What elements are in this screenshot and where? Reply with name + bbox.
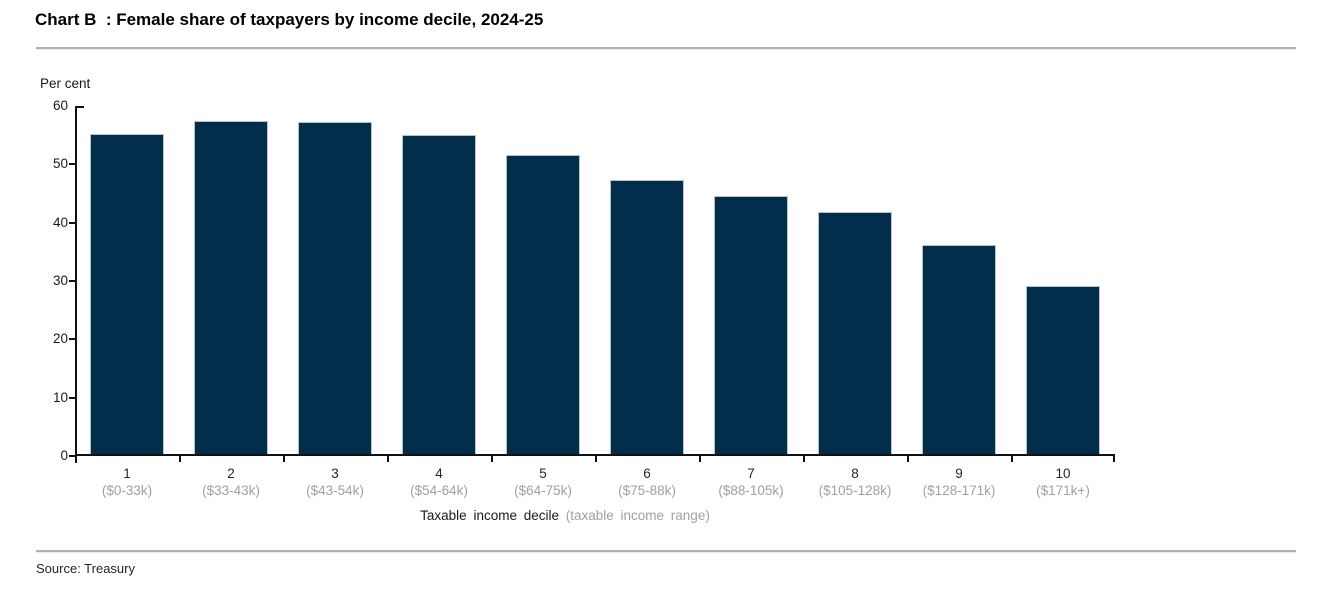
footer-divider (36, 550, 1296, 553)
y-tick (69, 163, 75, 166)
x-range-label: ($75-88k) (618, 483, 676, 498)
x-category-label: 1 (123, 466, 131, 481)
bar (818, 212, 892, 456)
y-tick (69, 396, 75, 399)
bar (506, 155, 580, 456)
x-axis-title: Taxable income decile (taxable income ra… (265, 508, 865, 523)
bar (194, 120, 268, 456)
x-axis-title-primary: Taxable income decile (420, 508, 559, 523)
x-range-label: ($33-43k) (202, 483, 260, 498)
x-axis-line (75, 454, 1115, 456)
x-range-label: ($88-105k) (718, 483, 784, 498)
y-tick-label: 10 (52, 389, 68, 405)
x-tick (907, 456, 909, 462)
bar (402, 134, 476, 456)
y-tick (77, 106, 84, 108)
x-tick (75, 456, 77, 462)
x-category-label: 2 (227, 466, 235, 481)
x-tick (491, 456, 493, 462)
x-category-label: 4 (435, 466, 443, 481)
x-tick (179, 456, 181, 462)
x-tick (387, 456, 389, 462)
x-range-label: ($171k+) (1036, 483, 1090, 498)
bar (1026, 285, 1100, 456)
x-category-label: 3 (331, 466, 339, 481)
x-tick (1011, 456, 1013, 462)
x-axis-title-secondary: (taxable income range) (565, 508, 710, 523)
x-range-label: ($0-33k) (101, 483, 153, 498)
x-range-label: ($105-128k) (818, 483, 892, 498)
bar (298, 122, 372, 456)
bar (610, 180, 684, 456)
y-tick-label: 0 (60, 448, 68, 463)
y-tick (69, 338, 75, 341)
x-category-label: 9 (955, 466, 963, 481)
x-category-label: 10 (1055, 466, 1071, 481)
y-tick-label: 60 (52, 98, 68, 113)
header-divider (36, 47, 1296, 50)
x-tick (595, 456, 597, 462)
x-tick (1113, 456, 1115, 462)
y-tick (69, 280, 75, 282)
x-tick (283, 456, 285, 462)
x-range-label: ($54-64k) (410, 483, 468, 498)
x-range-label: ($43-54k) (306, 483, 364, 498)
y-tick-label: 20 (52, 331, 68, 347)
x-category-label: 6 (643, 466, 651, 481)
x-category-label: 8 (851, 466, 859, 481)
y-tick-label: 40 (52, 214, 68, 230)
y-tick (69, 455, 75, 457)
y-axis-unit-label: Per cent (40, 76, 91, 91)
chart-title: Chart B : Female share of taxpayers by i… (35, 10, 544, 29)
x-category-label: 5 (539, 466, 547, 481)
x-range-label: ($64-75k) (514, 483, 572, 498)
x-tick (803, 456, 805, 462)
y-tick-label: 50 (52, 156, 68, 172)
y-tick (69, 221, 75, 224)
bar (90, 134, 164, 456)
y-axis-line (75, 106, 77, 463)
x-range-label: ($128-171k) (922, 483, 996, 498)
source-note: Source: Treasury (36, 561, 135, 576)
x-tick (699, 456, 701, 462)
y-tick-label: 30 (52, 273, 68, 288)
bar (922, 244, 996, 456)
bar (714, 195, 788, 456)
plot-area: 0 10 20 30 40 50 60 1 ($0-33k) 2 ($33-43k) 3 ($43-54… (53, 98, 1115, 498)
x-category-label: 7 (747, 466, 755, 481)
